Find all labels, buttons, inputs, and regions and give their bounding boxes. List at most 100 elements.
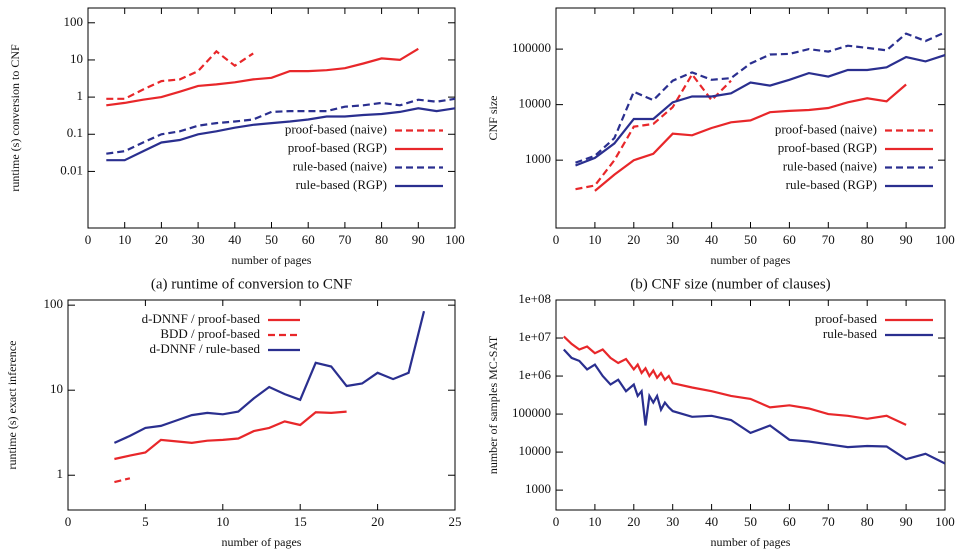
series-line <box>106 107 455 162</box>
x-tick-label: 5 <box>142 514 149 529</box>
x-axis-label: number of pages <box>232 253 312 267</box>
y-axis-label: runtime (s) conversion to CNF <box>8 44 22 192</box>
y-tick-label: 1e+08 <box>518 291 551 306</box>
x-tick-label: 90 <box>900 514 913 529</box>
x-tick-label: 10 <box>216 514 229 529</box>
series-line <box>113 310 426 444</box>
legend-label: proof-based <box>815 311 878 326</box>
legend-label: d-DNNF / rule-based <box>150 341 261 356</box>
x-tick-label: 60 <box>302 232 315 247</box>
x-tick-label: 20 <box>627 232 640 247</box>
x-tick-label: 80 <box>375 232 388 247</box>
y-tick-label: 1000 <box>525 481 551 496</box>
plot-frame <box>555 7 946 229</box>
x-tick-label: 10 <box>588 514 601 529</box>
x-tick-label: 0 <box>553 514 560 529</box>
x-axis-label: number of pages <box>222 535 302 549</box>
x-tick-label: 80 <box>861 232 874 247</box>
panel: 0 10 20 30 40 50 60 70 80 90 100 0.01 0.1 1 10 100 numbe… <box>8 7 465 292</box>
x-tick-label: 60 <box>783 232 796 247</box>
y-tick-label: 0.01 <box>60 162 83 177</box>
x-axis-label: number of pages <box>711 535 791 549</box>
y-tick-label: 1e+07 <box>518 329 551 344</box>
x-tick-label: 0 <box>553 232 560 247</box>
y-tick-label: 100 <box>44 296 64 311</box>
x-tick-label: 20 <box>371 514 384 529</box>
x-tick-label: 90 <box>412 232 425 247</box>
legend-label: BDD / proof-based <box>160 326 260 341</box>
series-line <box>563 335 907 426</box>
x-tick-label: 10 <box>588 232 601 247</box>
legend-label: rule-based (naive) <box>293 158 387 173</box>
legend-label: proof-based (RGP) <box>778 140 877 155</box>
x-tick-label: 70 <box>338 232 351 247</box>
legend-label: rule-based (naive) <box>783 158 877 173</box>
panel: 0 10 20 30 40 50 60 70 80 90 100 1000 10000 100000 1e+… <box>486 291 955 559</box>
x-tick-label: 10 <box>118 232 131 247</box>
plot-frame <box>555 299 946 511</box>
x-tick-label: 70 <box>822 514 835 529</box>
y-tick-label: 10 <box>70 51 83 66</box>
legend-label: proof-based (naive) <box>775 121 877 136</box>
y-tick-label: 1 <box>77 88 84 103</box>
x-tick-label: 30 <box>666 232 679 247</box>
y-tick-label: 10 <box>50 381 63 396</box>
x-tick-label: 20 <box>155 232 168 247</box>
y-tick-label: 1 <box>57 466 64 481</box>
x-tick-label: 40 <box>228 232 241 247</box>
panel: 0 10 20 30 40 50 60 70 80 90 100 1000 10000 100000 num… <box>486 7 955 292</box>
series-line <box>106 49 254 100</box>
x-tick-label: 40 <box>705 514 718 529</box>
series-line <box>562 348 945 465</box>
series-line <box>575 72 732 191</box>
series-line <box>575 31 945 164</box>
x-tick-label: 50 <box>744 232 757 247</box>
panel: 0 5 10 15 20 25 1 10 100 number of pages runtime (… <box>5 296 462 559</box>
y-axis-label: CNF size <box>486 96 500 141</box>
x-tick-label: 15 <box>294 514 307 529</box>
y-axis-label: number of samples MC-SAT <box>486 335 500 474</box>
caption: (b) CNF size (number of clauses) <box>630 276 830 292</box>
x-axis-label: number of pages <box>711 253 791 267</box>
legend-label: rule-based (RGP) <box>296 177 387 192</box>
x-tick-label: 30 <box>192 232 205 247</box>
y-tick-label: 0.1 <box>67 125 83 140</box>
x-tick-label: 40 <box>705 232 718 247</box>
x-tick-label: 30 <box>666 514 679 529</box>
legend-label: proof-based (naive) <box>285 121 387 136</box>
series-line <box>594 83 907 192</box>
legend-label: proof-based (RGP) <box>288 140 387 155</box>
x-tick-label: 100 <box>445 232 465 247</box>
series-line <box>106 47 419 107</box>
y-tick-label: 10000 <box>519 443 552 458</box>
x-tick-label: 60 <box>783 514 796 529</box>
x-tick-label: 70 <box>822 232 835 247</box>
y-tick-label: 100000 <box>512 40 551 55</box>
x-tick-label: 25 <box>449 514 462 529</box>
x-tick-label: 80 <box>861 514 874 529</box>
plot-frame <box>67 299 456 511</box>
series-line <box>575 54 945 167</box>
x-tick-label: 90 <box>900 232 913 247</box>
caption: (a) runtime of conversion to CNF <box>151 276 352 292</box>
series-line <box>106 97 455 155</box>
y-tick-label: 100000 <box>512 405 551 420</box>
x-tick-label: 0 <box>85 232 92 247</box>
x-tick-label: 20 <box>627 514 640 529</box>
y-tick-label: 1000 <box>525 151 551 166</box>
series-line <box>114 477 131 484</box>
x-tick-label: 50 <box>744 514 757 529</box>
plot-frame <box>87 7 456 229</box>
legend-label: d-DNNF / proof-based <box>142 311 261 326</box>
x-tick-label: 50 <box>265 232 278 247</box>
x-tick-label: 100 <box>935 514 955 529</box>
x-tick-label: 0 <box>65 514 72 529</box>
x-tick-label: 100 <box>935 232 955 247</box>
y-tick-label: 100 <box>64 14 84 29</box>
y-axis-label: runtime (s) exact inference <box>5 341 19 470</box>
series-line <box>114 410 347 461</box>
legend-label: rule-based (RGP) <box>786 177 877 192</box>
legend-label: rule-based <box>823 326 878 341</box>
y-tick-label: 10000 <box>519 96 552 111</box>
